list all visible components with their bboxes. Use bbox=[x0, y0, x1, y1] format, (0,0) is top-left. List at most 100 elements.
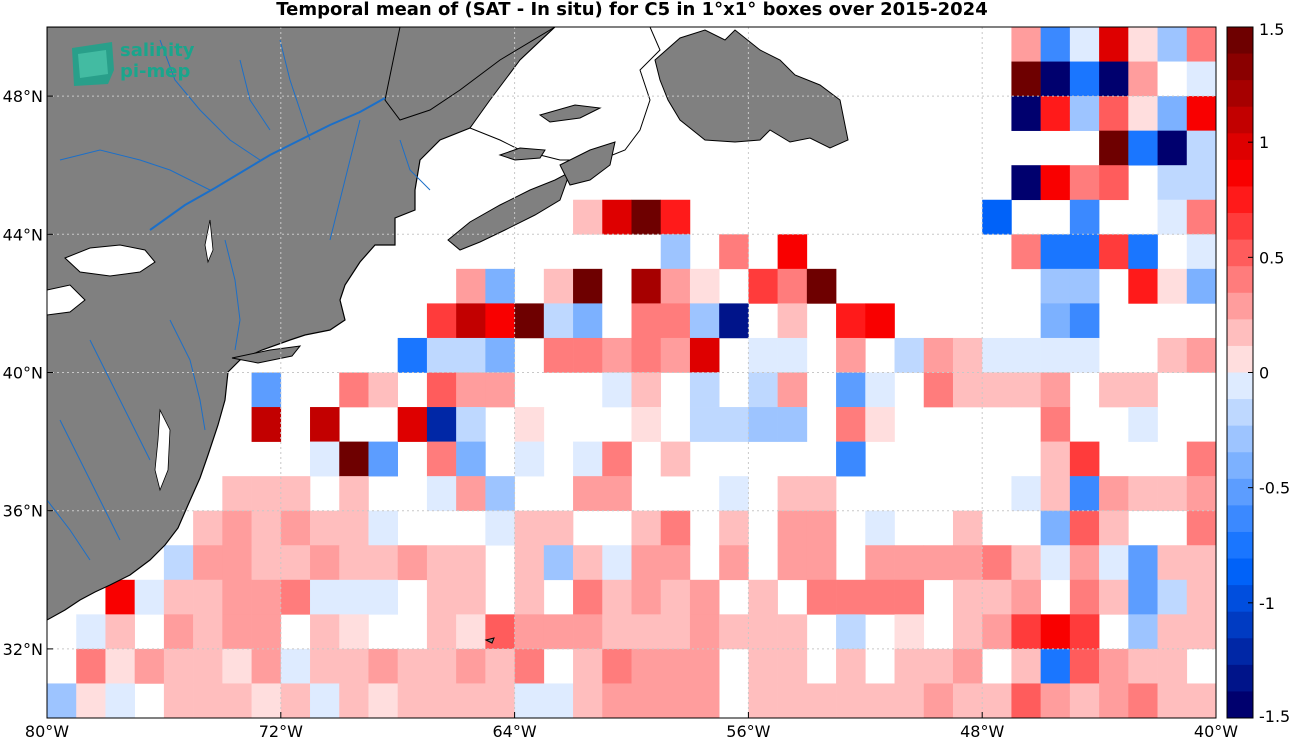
data-cell bbox=[982, 337, 1012, 373]
data-cell bbox=[1069, 303, 1100, 339]
data-cell bbox=[952, 545, 983, 581]
data-cell bbox=[1040, 614, 1071, 650]
data-cell bbox=[573, 441, 603, 477]
data-cell bbox=[602, 683, 632, 718]
data-cell bbox=[923, 683, 954, 718]
data-cell bbox=[514, 545, 545, 581]
data-cell bbox=[339, 510, 369, 546]
data-cell bbox=[836, 337, 866, 373]
data-cell bbox=[280, 683, 311, 718]
chesapeake-bay bbox=[154, 408, 171, 492]
data-cell bbox=[865, 510, 895, 546]
data-cell bbox=[748, 337, 778, 373]
colorbar-tick-label: -1.5 bbox=[1259, 707, 1290, 726]
data-cell bbox=[894, 545, 925, 581]
data-cell bbox=[310, 510, 340, 546]
data-cell bbox=[456, 372, 486, 408]
data-cell bbox=[368, 510, 398, 546]
data-cell bbox=[368, 372, 398, 408]
data-cell bbox=[456, 683, 486, 718]
data-cell bbox=[1040, 407, 1071, 442]
x-tick-label: 56°W bbox=[726, 722, 770, 740]
data-cell bbox=[514, 614, 545, 650]
data-cell bbox=[806, 510, 837, 546]
colorbar-segment bbox=[1227, 505, 1253, 533]
data-cell bbox=[105, 579, 135, 615]
data-cell bbox=[602, 545, 632, 581]
data-cell bbox=[602, 372, 632, 408]
data-cell bbox=[952, 648, 983, 684]
colorbar-segment bbox=[1227, 425, 1253, 453]
data-cell bbox=[631, 683, 662, 718]
data-cell bbox=[1186, 130, 1216, 166]
data-cell bbox=[543, 268, 574, 304]
data-cell bbox=[573, 303, 603, 339]
data-cell bbox=[1040, 545, 1071, 581]
data-cell bbox=[719, 234, 749, 270]
data-cell bbox=[485, 372, 515, 408]
map-title: Temporal mean of (SAT - In situ) for C5 … bbox=[276, 0, 988, 20]
data-cell bbox=[602, 476, 632, 511]
data-cell bbox=[836, 683, 866, 718]
data-cell bbox=[426, 476, 457, 511]
data-cell bbox=[514, 579, 545, 615]
data-cell bbox=[1011, 614, 1041, 650]
data-cell bbox=[76, 648, 106, 684]
data-cell bbox=[1069, 614, 1100, 650]
data-cell bbox=[982, 683, 1012, 718]
data-cell bbox=[514, 441, 545, 477]
data-cell bbox=[1011, 648, 1041, 684]
data-cell bbox=[163, 614, 194, 650]
data-cell bbox=[1157, 27, 1188, 62]
data-cell bbox=[573, 476, 603, 511]
data-cell bbox=[134, 579, 165, 615]
data-cell bbox=[1069, 579, 1100, 615]
data-cell bbox=[1128, 61, 1158, 97]
colorbar-segment bbox=[1227, 319, 1253, 347]
colorbar-segment bbox=[1227, 106, 1253, 134]
data-cell bbox=[573, 268, 603, 304]
data-cell bbox=[134, 648, 165, 684]
data-cell bbox=[865, 545, 895, 581]
data-cell bbox=[193, 579, 223, 615]
data-cell bbox=[1069, 96, 1100, 131]
data-cell bbox=[1157, 268, 1188, 304]
data-cell bbox=[222, 545, 252, 581]
data-cell bbox=[777, 337, 808, 373]
data-cell bbox=[631, 648, 662, 684]
data-cell bbox=[1099, 234, 1129, 270]
data-cell bbox=[105, 683, 135, 718]
colorbar-segment bbox=[1227, 664, 1253, 692]
data-cell bbox=[514, 303, 545, 339]
data-cell bbox=[719, 476, 749, 511]
data-cell bbox=[1186, 268, 1216, 304]
data-cell bbox=[251, 476, 282, 511]
data-cell bbox=[1099, 648, 1129, 684]
data-cell bbox=[1011, 683, 1041, 718]
data-cell bbox=[514, 407, 545, 442]
land-layer bbox=[47, 27, 849, 644]
data-cell bbox=[485, 510, 515, 546]
data-cell bbox=[923, 372, 954, 408]
data-cell bbox=[602, 337, 632, 373]
data-cell bbox=[923, 545, 954, 581]
data-cell bbox=[631, 303, 662, 339]
data-cell bbox=[1040, 268, 1071, 304]
data-cell bbox=[748, 579, 778, 615]
data-cell bbox=[280, 545, 311, 581]
data-cell bbox=[777, 510, 808, 546]
data-cell bbox=[1157, 337, 1188, 373]
island-bermuda bbox=[484, 637, 495, 644]
data-cell bbox=[251, 614, 282, 650]
river-c bbox=[279, 39, 311, 141]
data-cell bbox=[1069, 545, 1100, 581]
river-j bbox=[47, 499, 91, 561]
data-cell bbox=[1099, 372, 1129, 408]
data-cell bbox=[426, 441, 457, 477]
data-cell bbox=[573, 579, 603, 615]
data-cell bbox=[1011, 337, 1041, 373]
data-cell bbox=[602, 579, 632, 615]
data-cell bbox=[426, 407, 457, 442]
data-cell bbox=[222, 579, 252, 615]
river-a bbox=[59, 149, 211, 191]
